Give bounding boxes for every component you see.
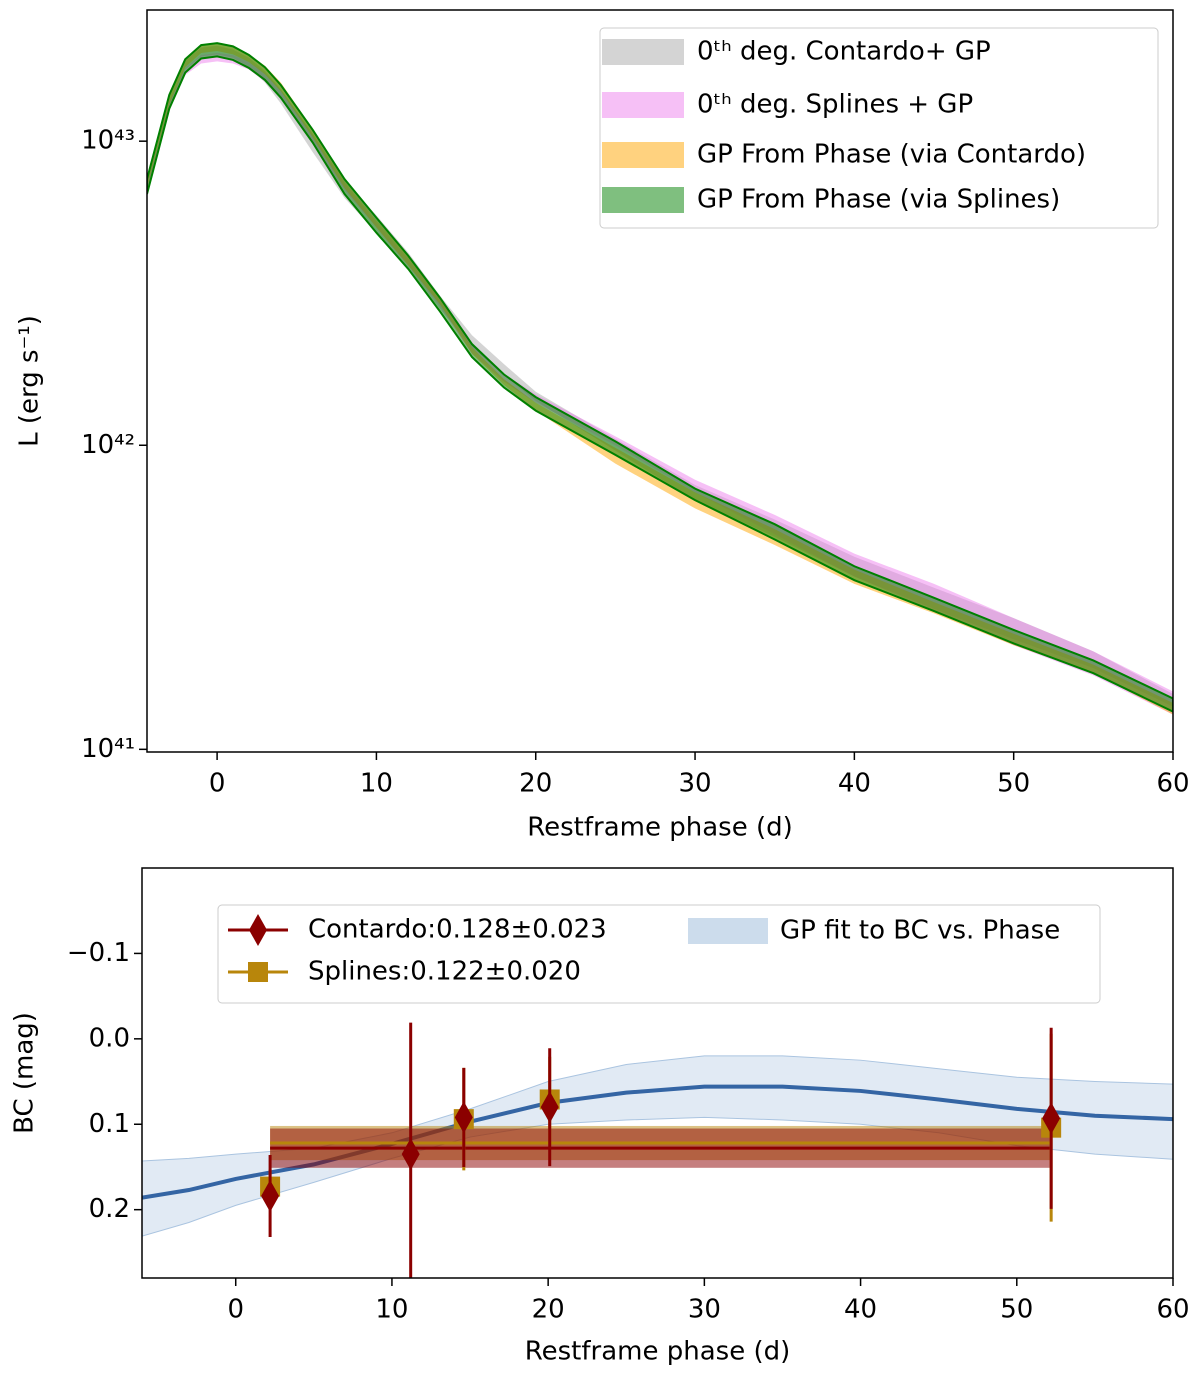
marker bbox=[540, 1091, 559, 1124]
x-axis-label: Restframe phase (d) bbox=[525, 1337, 791, 1367]
x-axis-label: Restframe phase (d) bbox=[527, 813, 793, 843]
x-tick-label: 30 bbox=[679, 769, 712, 799]
legend-label: GP fit to BC vs. Phase bbox=[780, 916, 1060, 946]
plot-1: 0 10 20 30 40 50 60 −0.1 0.0 0.1 0.2 Restframe phas… bbox=[10, 867, 1190, 1367]
y-tick-label: 0.0 bbox=[89, 1023, 130, 1053]
x-tick-label: 60 bbox=[1156, 1295, 1189, 1325]
marker bbox=[261, 1180, 280, 1212]
plot-area bbox=[142, 1022, 1173, 1278]
x-tick-label: 50 bbox=[1000, 1295, 1033, 1325]
legend-swatch bbox=[602, 187, 684, 213]
x-tick-label: 60 bbox=[1156, 769, 1189, 799]
legend-swatch bbox=[688, 918, 768, 944]
band bbox=[147, 42, 1173, 713]
y-tick-label: −0.1 bbox=[67, 938, 130, 968]
x-tick-label: 30 bbox=[688, 1295, 721, 1325]
plot-area bbox=[147, 42, 1173, 715]
legend-label: 0ᵗʰ deg. Contardo+ GP bbox=[697, 37, 991, 67]
y-tick-label: 10⁴³ bbox=[81, 126, 135, 156]
x-tick-label: 10 bbox=[360, 769, 393, 799]
y-axis-label: BC (mag) bbox=[10, 1012, 40, 1134]
marker bbox=[454, 1101, 473, 1134]
marker bbox=[249, 914, 267, 946]
legend-swatch bbox=[602, 92, 684, 118]
x-tick-label: 50 bbox=[997, 769, 1030, 799]
legend-box bbox=[217, 904, 1101, 1004]
marker bbox=[248, 962, 268, 982]
y-tick-label: 10⁴¹ bbox=[81, 734, 135, 764]
x-tick-label: 0 bbox=[227, 1295, 244, 1325]
y-tick-label: 0.2 bbox=[89, 1194, 130, 1224]
legend-label: 0ᵗʰ deg. Splines + GP bbox=[697, 90, 973, 120]
x-tick-label: 0 bbox=[209, 769, 226, 799]
legend-label: GP From Phase (via Splines) bbox=[697, 185, 1060, 215]
gp-line bbox=[142, 1084, 1173, 1200]
x-tick-label: 20 bbox=[519, 769, 552, 799]
legend-label: GP From Phase (via Contardo) bbox=[697, 140, 1086, 170]
marker bbox=[1042, 1102, 1061, 1135]
y-tick-label: 10⁴² bbox=[81, 430, 135, 460]
axes-frame bbox=[141, 867, 1174, 1279]
band bbox=[147, 52, 1173, 715]
x-tick-label: 20 bbox=[532, 1295, 565, 1325]
marker bbox=[401, 1138, 420, 1171]
y-tick-label: 0.1 bbox=[89, 1109, 130, 1139]
legend-label: Contardo:0.128±0.023 bbox=[308, 915, 607, 945]
x-tick-label: 40 bbox=[838, 769, 871, 799]
legend-box bbox=[599, 27, 1159, 229]
legend-swatch bbox=[602, 39, 684, 65]
x-tick-label: 40 bbox=[844, 1295, 877, 1325]
axes-frame bbox=[146, 9, 1174, 753]
legend-swatch bbox=[602, 142, 684, 168]
y-axis-label: L (erg s⁻¹) bbox=[15, 315, 45, 447]
plot-0: 0 10 20 30 40 50 60 10⁴¹ 10⁴² 10⁴³ Restframe phase… bbox=[15, 9, 1190, 843]
x-tick-label: 10 bbox=[375, 1295, 408, 1325]
legend-label: Splines:0.122±0.020 bbox=[308, 957, 581, 987]
